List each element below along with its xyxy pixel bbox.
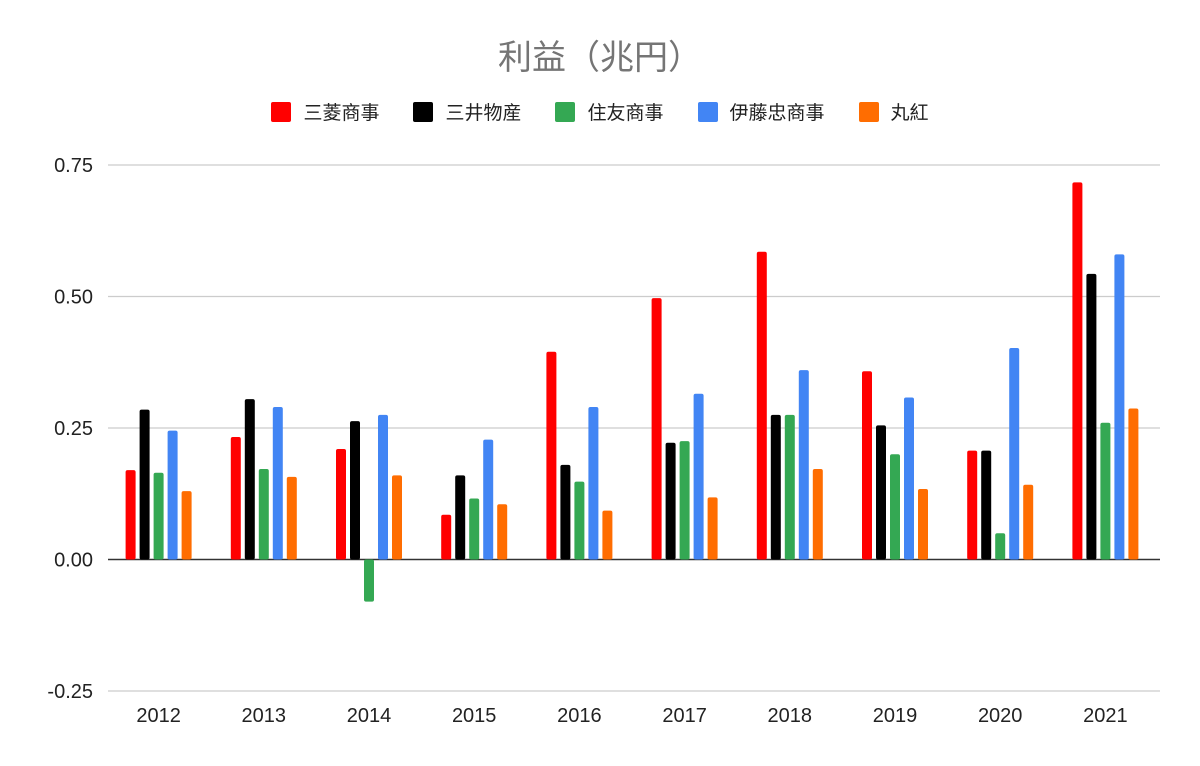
- legend-label: 三井物産: [445, 102, 522, 124]
- bar-2016-series-2: [560, 464, 571, 560]
- legend-swatch: [697, 101, 718, 122]
- x-tick-label: 2021: [1083, 705, 1128, 727]
- bar-2016-series-3: [574, 481, 585, 560]
- legend-label: 住友商事: [587, 102, 664, 124]
- bar-2012-series-4: [167, 430, 178, 560]
- legend-label: 伊藤忠商事: [729, 102, 825, 124]
- y-tick-label: 0.75: [54, 155, 93, 177]
- bar-2021-series-5: [1128, 408, 1139, 560]
- bar-2013-series-5: [286, 476, 297, 560]
- bar-2015-series-2: [455, 475, 466, 560]
- bar-2020-series-3: [995, 533, 1006, 560]
- bar-2014-series-3: [364, 559, 374, 602]
- legend-swatch: [555, 101, 576, 122]
- bar-2016-series-5: [602, 510, 613, 560]
- bar-2020-series-1: [967, 450, 978, 560]
- chart-title: 利益（兆円）: [498, 38, 702, 78]
- bar-2021-series-1: [1072, 182, 1083, 560]
- bar-2019-series-1: [862, 371, 872, 560]
- bar-2017-series-5: [707, 497, 718, 560]
- bar-2019-series-3: [890, 454, 900, 560]
- legend-label: 丸紅: [890, 102, 929, 124]
- bar-2018-series-5: [812, 469, 823, 560]
- bar-2013-series-1: [230, 436, 241, 560]
- legend-item: 伊藤忠商事: [697, 98, 825, 125]
- legend-item: 住友商事: [555, 98, 664, 125]
- x-tick-label: 2017: [662, 705, 707, 727]
- x-tick-label: 2012: [136, 705, 181, 727]
- legend-swatch: [271, 101, 292, 122]
- bar-2015-series-3: [469, 498, 480, 560]
- bar-2012-series-3: [153, 472, 164, 560]
- bar-2019-series-2: [876, 425, 886, 560]
- y-tick-label: 0.00: [54, 550, 93, 572]
- bar-2018-series-2: [770, 414, 781, 560]
- bar-2012-series-1: [125, 470, 136, 560]
- x-tick-label: 2016: [557, 705, 602, 727]
- bar-2014-series-2: [350, 421, 360, 560]
- bar-2021-series-3: [1100, 422, 1111, 560]
- bar-2017-series-4: [693, 393, 704, 560]
- bar-2013-series-2: [244, 399, 255, 560]
- x-tick-label: 2015: [452, 705, 497, 727]
- bar-2014-series-5: [392, 475, 402, 560]
- bar-2014-series-1: [336, 449, 346, 560]
- bar-2020-series-5: [1023, 484, 1034, 560]
- bar-2018-series-4: [798, 370, 809, 560]
- x-tick-label: 2020: [978, 705, 1023, 727]
- bar-2017-series-2: [665, 442, 676, 560]
- legend-item: 三井物産: [413, 98, 521, 125]
- legend: 三菱商事 三井物産 住友商事 伊藤忠商事 丸紅: [0, 98, 1200, 125]
- x-tick-label: 2013: [242, 705, 287, 727]
- legend-swatch: [858, 101, 879, 122]
- x-tick-label: 2019: [873, 705, 918, 727]
- legend-swatch: [413, 101, 434, 122]
- bar-2016-series-1: [546, 351, 557, 560]
- y-tick-label: 0.25: [54, 418, 93, 440]
- bar-2012-series-5: [181, 491, 192, 560]
- x-tick-label: 2018: [768, 705, 813, 727]
- bar-2015-series-4: [483, 439, 494, 560]
- bar-2021-series-2: [1086, 273, 1097, 560]
- bar-2012-series-2: [139, 409, 150, 560]
- legend-label: 三菱商事: [303, 102, 380, 124]
- bar-2021-series-4: [1114, 254, 1125, 560]
- bar-2020-series-2: [981, 450, 992, 560]
- bar-2016-series-4: [588, 406, 599, 560]
- legend-item: 三菱商事: [271, 98, 379, 125]
- y-tick-label: -0.25: [47, 681, 93, 703]
- bar-2015-series-5: [497, 504, 508, 560]
- bar-2017-series-3: [679, 441, 690, 560]
- bar-2019-series-5: [918, 489, 928, 560]
- legend-item: 丸紅: [858, 98, 929, 125]
- bar-2013-series-3: [258, 469, 269, 560]
- bar-2017-series-1: [651, 298, 662, 560]
- bar-2019-series-4: [904, 397, 914, 560]
- y-tick-label: 0.50: [54, 287, 93, 309]
- bar-2013-series-4: [272, 406, 283, 560]
- bar-2018-series-3: [784, 414, 795, 560]
- bar-2014-series-4: [378, 414, 388, 560]
- x-tick-label: 2014: [347, 705, 392, 727]
- bar-2020-series-4: [1009, 348, 1020, 560]
- bar-2018-series-1: [756, 251, 767, 560]
- bar-2015-series-1: [441, 514, 452, 560]
